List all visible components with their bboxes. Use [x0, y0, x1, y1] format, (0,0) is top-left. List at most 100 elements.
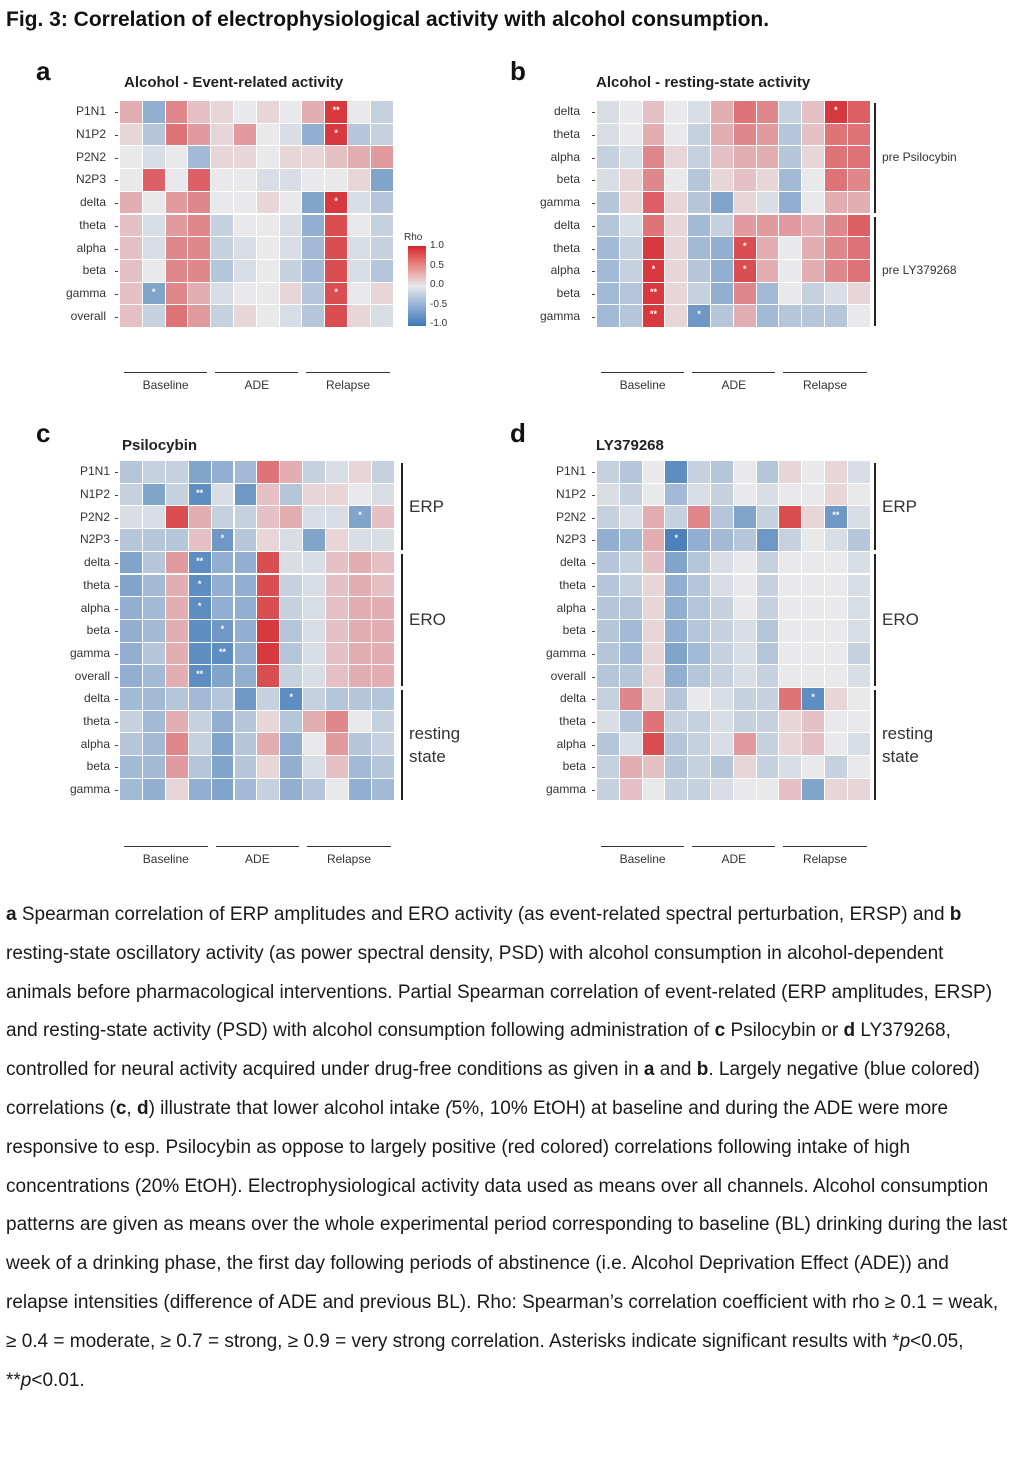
heatmap-cell: [370, 101, 394, 124]
row-label: alpha: [550, 263, 580, 278]
heatmap-cell: [619, 756, 643, 779]
heatmap-cell: [847, 574, 871, 598]
row-label: gamma: [65, 285, 106, 300]
heatmap-cell: [825, 619, 848, 643]
row-tick: [115, 203, 118, 205]
heatmap-grid: * * * * ** ** *: [597, 101, 871, 328]
heatmap-cell: [303, 574, 327, 598]
heatmap-cell: [642, 101, 666, 124]
heatmap-cell: [688, 756, 711, 779]
heatmap-cell: [688, 710, 711, 734]
heatmap-cell: [597, 574, 620, 598]
heatmap-cell: [825, 237, 848, 260]
row-label: N1P2: [79, 487, 110, 502]
group-label: ADE: [721, 378, 747, 392]
heatmap-cell: [665, 733, 689, 757]
heatmap-cell: [825, 483, 848, 507]
heatmap-cell: [279, 191, 303, 215]
heatmap-cell: [234, 483, 258, 507]
heatmap-cell: [733, 778, 757, 802]
row-label: alpha: [80, 736, 110, 751]
row-tick: [592, 517, 595, 519]
heatmap-cell: [280, 733, 304, 757]
heatmap-cell: [188, 305, 212, 328]
significance-star: *: [197, 601, 202, 612]
group-label: Relapse: [325, 378, 370, 392]
row-tick: [115, 517, 118, 519]
heatmap-cell: [688, 191, 711, 215]
heatmap-cell: [120, 551, 143, 575]
heatmap-cell: [234, 597, 258, 620]
heatmap-cell: [142, 483, 166, 507]
heatmap-cell: [642, 123, 666, 147]
heatmap-cell: [733, 642, 757, 666]
row-label: gamma: [69, 782, 110, 797]
bracket-label: pre LY379268: [882, 263, 957, 278]
heatmap-cell: [619, 551, 643, 575]
heatmap-cell: [779, 191, 803, 215]
heatmap-cell: [348, 191, 371, 215]
heatmap-cell: [120, 529, 143, 552]
row-tick: [592, 631, 595, 633]
heatmap-cell: [142, 169, 166, 192]
heatmap-cell: [779, 146, 803, 170]
heatmap-cell: [188, 778, 212, 802]
row-tick: [115, 135, 118, 137]
row-tick: [592, 653, 595, 655]
panel-letter: c: [36, 418, 51, 448]
heatmap-cell: [619, 688, 643, 711]
row-label: N2P3: [79, 532, 110, 547]
row-tick: [592, 293, 595, 295]
heatmap-cell: [711, 214, 734, 238]
heatmap-cell: *: [825, 101, 848, 124]
heatmap-cell: [665, 665, 689, 688]
heatmap-cell: [349, 619, 372, 643]
heatmap-cell: **: [188, 665, 212, 688]
heatmap-cell: [779, 123, 803, 147]
row-tick: [592, 608, 595, 610]
heatmap-cell: [211, 574, 235, 598]
significance-star: *: [674, 533, 679, 544]
heatmap-cell: [847, 551, 871, 575]
row-tick: [592, 316, 595, 318]
heatmap-cell: [234, 191, 257, 215]
group-underline: [124, 372, 208, 373]
row-label: delta: [83, 691, 110, 706]
heatmap-cell: [665, 461, 689, 484]
heatmap-cell: [733, 756, 757, 779]
heatmap-cell: [303, 551, 327, 575]
heatmap-cell: [756, 191, 780, 215]
heatmap-cell: [779, 642, 803, 666]
heatmap-cell: [165, 710, 189, 734]
heatmap-cell: [665, 146, 689, 170]
heatmap-cell: [642, 733, 666, 757]
panel-letter: a: [36, 56, 51, 86]
row-label: theta: [79, 217, 106, 232]
heatmap-cell: [688, 597, 711, 620]
heatmap-cell: [733, 305, 757, 328]
heatmap-cell: [779, 101, 803, 124]
row-label: P2N2: [79, 509, 110, 524]
heatmap-cell: [211, 756, 235, 779]
heatmap-cell: [825, 665, 848, 688]
group-label: ADE: [245, 851, 270, 866]
heatmap-cell: [188, 169, 212, 192]
heatmap-cell: [642, 756, 666, 779]
row-label: overall: [74, 668, 110, 683]
heatmap-cell: [257, 529, 281, 552]
heatmap-cell: [142, 665, 166, 688]
heatmap-cell: [188, 237, 212, 260]
heatmap-cell: [825, 756, 848, 779]
row-label: N2P3: [555, 532, 586, 547]
group-label: Relapse: [326, 851, 371, 866]
heatmap-cell: [303, 506, 327, 530]
heatmap-cell: [302, 169, 326, 192]
heatmap-cell: [142, 574, 166, 598]
heatmap-cell: [597, 461, 620, 484]
significance-star: *: [220, 623, 225, 634]
heatmap-cell: [348, 146, 371, 170]
heatmap-cell: [303, 778, 327, 802]
row-tick: [592, 157, 595, 159]
heatmap-cell: [733, 529, 757, 552]
significance-star: *: [811, 692, 815, 702]
